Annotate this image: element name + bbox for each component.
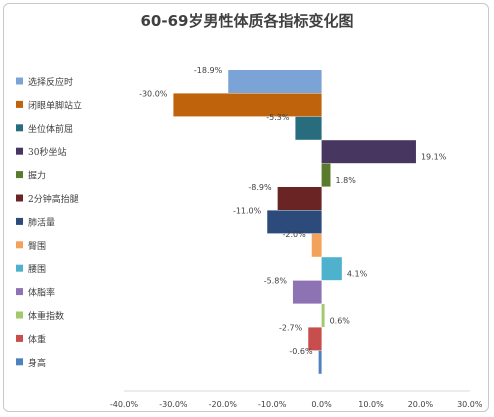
bar xyxy=(308,327,322,351)
bar xyxy=(321,257,342,281)
data-label: -8.9% xyxy=(248,183,272,192)
data-label: 0.6% xyxy=(330,317,351,326)
data-label: 19.1% xyxy=(421,153,447,162)
data-label: -2.0% xyxy=(283,230,307,239)
x-tick-label: -40.0% xyxy=(110,400,139,409)
category-label: 身高 xyxy=(28,357,46,369)
data-label: -5.3% xyxy=(266,113,290,122)
data-label: -2.7% xyxy=(279,323,303,332)
data-label: 4.1% xyxy=(347,270,368,279)
legend-swatch xyxy=(16,241,23,249)
data-label: -11.0% xyxy=(233,206,262,215)
legend-swatch xyxy=(16,334,23,342)
category-label: 闭眼单脚站立 xyxy=(28,99,82,111)
category-label: 选择反应时 xyxy=(28,76,73,88)
x-tick-label: -20.0% xyxy=(209,400,238,409)
category-label: 臀围 xyxy=(28,241,46,252)
chart-title: 60-69岁男性体质各指标变化图 xyxy=(140,12,354,30)
category-label: 腰围 xyxy=(28,264,46,275)
legend-swatch xyxy=(16,288,23,296)
legend-swatch xyxy=(16,194,23,202)
data-label: -18.9% xyxy=(194,66,223,75)
legend-swatch xyxy=(16,264,23,272)
category-label: 体脂率 xyxy=(28,287,55,299)
x-tick-label: 0.0% xyxy=(311,400,332,409)
bar xyxy=(321,304,325,327)
bar xyxy=(267,210,322,234)
legend-swatch xyxy=(16,100,23,108)
bar xyxy=(292,280,322,304)
legend-swatch xyxy=(16,147,23,155)
legend-swatch xyxy=(16,311,23,319)
bar xyxy=(295,116,322,140)
data-label: -30.0% xyxy=(139,89,168,98)
legend-swatch xyxy=(16,358,23,366)
data-label: -0.6% xyxy=(289,347,313,356)
category-label: 坐位体前屈 xyxy=(28,123,73,135)
category-label: 体重 xyxy=(28,333,46,345)
x-tick-label: 20.0% xyxy=(408,400,434,409)
bar xyxy=(173,93,322,117)
bar xyxy=(311,233,322,257)
data-label: -5.8% xyxy=(264,277,288,286)
category-label: 体重指数 xyxy=(28,310,64,322)
bar xyxy=(228,70,322,93)
legend-swatch xyxy=(16,77,23,85)
bar xyxy=(321,163,331,187)
x-tick-label: -10.0% xyxy=(258,400,287,409)
data-label: 1.8% xyxy=(335,176,356,185)
x-tick-label: 10.0% xyxy=(358,400,384,409)
bar xyxy=(321,140,416,164)
bar xyxy=(318,350,322,374)
legend-swatch xyxy=(16,171,23,179)
x-tick-label: -30.0% xyxy=(159,400,188,409)
x-tick-label: 30.0% xyxy=(457,400,483,409)
category-label: 肺活量 xyxy=(28,216,55,228)
category-label: 30秒坐站 xyxy=(28,146,66,158)
legend-swatch xyxy=(16,124,23,132)
legend-swatch xyxy=(16,217,23,225)
category-label: 握力 xyxy=(28,170,46,182)
bar xyxy=(277,187,322,210)
category-label: 2分钟高抬腿 xyxy=(28,193,79,205)
